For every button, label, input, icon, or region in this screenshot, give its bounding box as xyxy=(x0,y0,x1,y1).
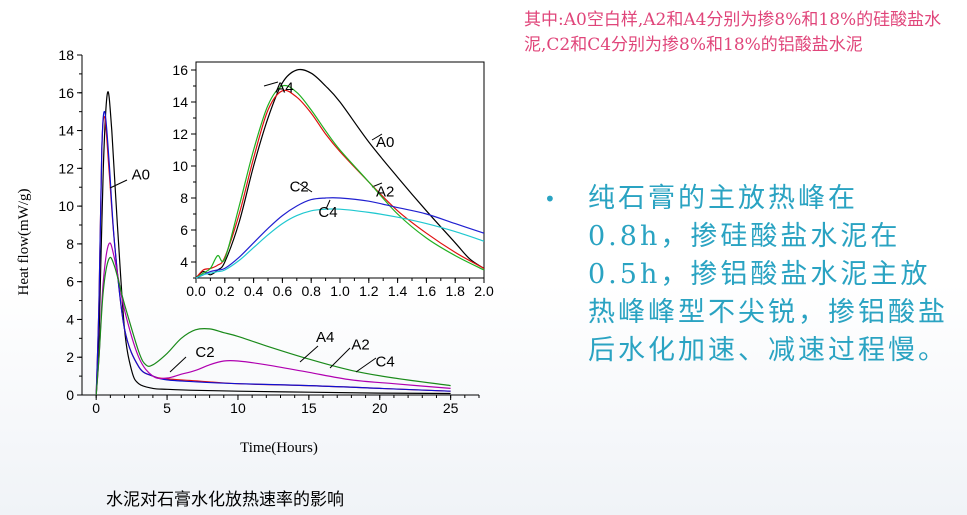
y-tick-label: 2 xyxy=(66,349,74,365)
x-tick-label: 1.8 xyxy=(445,283,465,299)
y-tick-label: 6 xyxy=(66,274,74,290)
label-pointer xyxy=(299,183,313,193)
x-tick-label: 1.0 xyxy=(330,283,350,299)
annotations: A4 A0 A2 C2 C4 xyxy=(275,79,394,221)
series-line-c2 xyxy=(95,242,451,396)
x-axis-title: Time(Hours) xyxy=(240,440,318,456)
label-pointer xyxy=(355,357,377,373)
series-label-c2: C2 xyxy=(195,344,214,361)
figure-caption: 水泥对石膏水化放热速率的影响 xyxy=(106,490,344,510)
y-tick-label: 4 xyxy=(66,311,74,327)
label-pointer xyxy=(371,133,383,141)
label-pointer xyxy=(299,345,319,363)
series-label-c4: C4 xyxy=(318,204,337,221)
x-tick-label: 0.6 xyxy=(273,283,293,299)
x-tick-label: 1.4 xyxy=(388,283,408,299)
x-tick-label: 0.2 xyxy=(215,283,235,299)
y-tick-label: 10 xyxy=(58,198,74,214)
bullet-text: 纯石膏的主放热峰在0.8h，掺硅酸盐水泥在0.5h，掺铝酸盐水泥主放热峰峰型不尖… xyxy=(588,183,948,366)
y-tick-label: 8 xyxy=(66,236,74,252)
y-tick-label: 4 xyxy=(180,254,188,270)
y-tick-label: 14 xyxy=(58,123,74,139)
x-tick-label: 5 xyxy=(163,400,171,416)
y-axis-title: Heat flow(mW/g) xyxy=(16,188,32,295)
x-tick-label: 1.6 xyxy=(417,283,437,299)
series-line-c2 xyxy=(195,197,485,279)
series-group xyxy=(195,68,485,279)
x-tick-label: 2.0 xyxy=(474,283,494,299)
series-label-a4: A4 xyxy=(275,79,293,96)
x-tick-label: 10 xyxy=(230,400,246,416)
label-pointer xyxy=(169,356,187,373)
series-label-a2: A2 xyxy=(351,337,369,354)
series-label-c4: C4 xyxy=(375,354,394,371)
bullet-point: • 纯石膏的主放热峰在0.8h，掺硅酸盐水泥在0.5h，掺铝酸盐水泥主放热峰峰型… xyxy=(540,180,960,370)
series-line-a2 xyxy=(95,115,451,396)
series-label-c2: C2 xyxy=(290,179,309,196)
y-tick-label: 16 xyxy=(172,62,188,78)
y-tick-label: 12 xyxy=(172,126,188,142)
legend-note: 其中:A0空白样,A2和A4分别为掺8%和18%的硅酸盐水泥,C2和C4分别为掺… xyxy=(524,10,942,55)
y-tick-label: 8 xyxy=(180,190,188,206)
inset-plot: 0.0 0.2 0.4 0.6 0.8 1.0 1.2 1.4 1.6 1.8 2.0 4 6 8 10 12… xyxy=(172,61,494,299)
axes: 0 5 10 15 20 25 0 2 4 6 8 10 12 14 16 18 xyxy=(58,47,480,416)
x-tick-label: 25 xyxy=(443,400,459,416)
series-label-a0: A0 xyxy=(376,134,394,151)
label-pointer xyxy=(263,81,279,87)
main-plot: 0 5 10 15 20 25 0 2 4 6 8 10 12 14 16 18 A0 A4 A2 C4 C2 xyxy=(58,47,480,416)
label-pointer xyxy=(329,347,351,369)
y-tick-label: 10 xyxy=(172,158,188,174)
annotations: A0 A4 A2 C4 C2 xyxy=(132,167,395,371)
series-line-c4 xyxy=(195,208,485,279)
y-tick-label: 12 xyxy=(58,160,74,176)
x-tick-label: 15 xyxy=(301,400,317,416)
x-tick-label: 0.8 xyxy=(301,283,321,299)
y-tick-label: 16 xyxy=(58,85,74,101)
x-tick-label: 1.2 xyxy=(359,283,379,299)
series-line-a4 xyxy=(195,84,485,279)
label-pointer xyxy=(325,199,331,210)
y-tick-label: 0 xyxy=(66,387,74,403)
x-tick-label: 20 xyxy=(372,400,388,416)
axes: 0.0 0.2 0.4 0.6 0.8 1.0 1.2 1.4 1.6 1.8 2.0 4 6 8 10 12… xyxy=(172,61,494,299)
series-label-a4: A4 xyxy=(316,329,334,346)
x-tick-label: 0 xyxy=(92,400,100,416)
x-tick-label: 0.0 xyxy=(186,283,206,299)
y-tick-label: 6 xyxy=(180,222,188,238)
plot-frame xyxy=(195,61,485,279)
label-pointer xyxy=(109,179,128,189)
series-line-a2 xyxy=(195,89,485,279)
series-group xyxy=(95,91,451,396)
y-tick-label: 14 xyxy=(172,94,188,110)
y-tick-label: 18 xyxy=(58,47,74,63)
series-label-a0: A0 xyxy=(132,167,150,184)
bullet-icon: • xyxy=(544,187,556,211)
series-label-a2: A2 xyxy=(376,183,394,200)
series-line-a0 xyxy=(95,91,451,396)
series-line-a4 xyxy=(95,110,451,396)
x-tick-label: 0.4 xyxy=(244,283,264,299)
